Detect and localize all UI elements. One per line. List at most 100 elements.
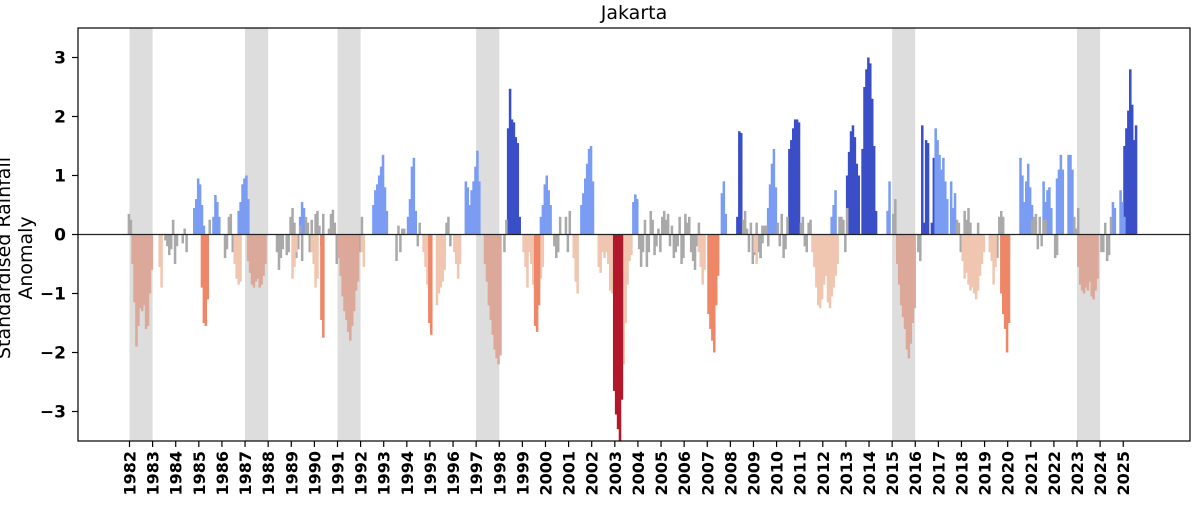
bar-shaded_dry — [1094, 234, 1097, 291]
bar-neutral — [653, 234, 656, 256]
bar-wet — [888, 181, 891, 235]
bar-wet — [474, 166, 477, 235]
bar-wet — [379, 166, 383, 235]
bar-wet — [632, 202, 635, 235]
bar-neutral — [917, 234, 920, 253]
x-tick-label: 2013 — [837, 451, 856, 496]
bar-shaded_dry — [256, 234, 260, 279]
x-tick-label: 2014 — [860, 451, 879, 496]
bar-neutral — [691, 234, 695, 262]
bar-strong_wet — [790, 140, 793, 235]
bar-neutral — [314, 213, 317, 235]
bar-neutral — [293, 222, 296, 235]
bar-neutral — [1075, 228, 1078, 235]
bar-wet — [247, 199, 250, 235]
bar-neutral — [564, 216, 568, 235]
bar-wet — [1069, 154, 1072, 235]
bar-wet — [832, 205, 835, 235]
bar-dry — [439, 234, 443, 288]
bar-shaded_dry — [485, 234, 489, 282]
bar-wet — [953, 193, 957, 235]
bar-wet — [722, 181, 726, 235]
bar-shaded_dry — [135, 234, 138, 347]
bar-dry — [978, 234, 982, 276]
bar-wet — [634, 194, 637, 235]
bar-wet — [216, 202, 219, 235]
bar-neutral — [1055, 234, 1059, 256]
bar-wet — [944, 181, 947, 235]
bar-dry — [295, 234, 298, 253]
bar-dry — [291, 234, 294, 279]
bar-wet — [1025, 181, 1028, 235]
bar-neutral — [1042, 219, 1045, 235]
bar-dry — [526, 234, 529, 288]
bar-moderate_dry — [714, 234, 718, 306]
bar-strong_wet — [863, 87, 866, 235]
bar-shaded_dry — [1086, 234, 1090, 291]
bar-wet — [585, 163, 589, 235]
bar-dry — [458, 234, 462, 264]
bar-neutral — [969, 222, 972, 235]
y-tick-label: −2 — [40, 344, 66, 364]
bar-neutral — [778, 234, 782, 247]
bar-neutral — [749, 222, 753, 235]
bar-dry — [528, 234, 531, 253]
bar-dry — [701, 234, 704, 285]
bar-neutral — [1107, 234, 1111, 256]
bar-dry — [160, 234, 163, 288]
bar-dry — [360, 234, 364, 253]
bar-neutral — [670, 225, 674, 235]
bar-wet — [1119, 190, 1122, 235]
bar-extreme_dry — [616, 234, 620, 430]
bar-neutral — [676, 234, 679, 247]
bar-neutral — [807, 222, 810, 235]
bar-wet — [1111, 202, 1115, 235]
bar-wet — [194, 199, 198, 235]
x-tick-label: 2004 — [629, 451, 648, 496]
bar-strong_wet — [855, 163, 859, 235]
bar-neutral — [741, 219, 745, 235]
bar-dry — [982, 234, 986, 253]
x-tick-label: 2006 — [675, 451, 694, 496]
bar-neutral — [666, 213, 670, 235]
bar-wet — [1023, 202, 1026, 235]
bar-neutral — [223, 234, 227, 259]
bar-moderate_dry — [535, 234, 539, 332]
bar-dry — [822, 234, 826, 285]
bar-neutral — [678, 216, 681, 235]
bar-neutral — [289, 216, 292, 235]
x-tick-label: 1984 — [167, 451, 186, 496]
bar-wet — [772, 148, 776, 235]
bar-wet — [1071, 169, 1074, 235]
bar-neutral — [649, 210, 653, 235]
bar-shaded_dry — [262, 234, 265, 276]
bar-neutral — [647, 234, 651, 253]
bar-wet — [942, 157, 945, 235]
bar-wet — [377, 175, 381, 235]
bar-neutral — [765, 225, 768, 235]
bar-dry — [237, 234, 240, 285]
bar-strong_wet — [1127, 110, 1130, 235]
bar-neutral — [757, 234, 760, 253]
bar-neutral — [684, 213, 687, 235]
bar-dry — [597, 234, 601, 267]
bar-neutral — [306, 222, 310, 235]
bar-neutral — [682, 234, 685, 259]
bar-shaded_dry — [260, 234, 263, 285]
x-tick-label: 2001 — [560, 451, 579, 496]
bar-wet — [1121, 202, 1124, 235]
bar-strong_wet — [510, 119, 514, 235]
bar-neutral — [129, 219, 133, 235]
bar-strong_wet — [865, 69, 868, 235]
bar-wet — [834, 190, 837, 235]
bar-wet — [245, 175, 248, 235]
bar-dry — [630, 234, 633, 256]
bar-neutral — [285, 234, 289, 256]
x-tick-label: 1998 — [490, 451, 509, 496]
bar-strong_wet — [930, 222, 934, 235]
bar-wet — [406, 216, 410, 235]
bar-wet — [591, 181, 595, 235]
bar-neutral — [751, 234, 755, 264]
bar-dry — [456, 234, 460, 279]
